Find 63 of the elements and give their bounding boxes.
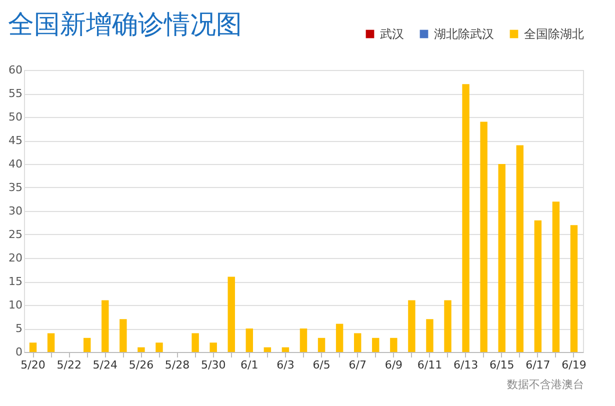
x-tick-label: 6/11 — [417, 358, 442, 372]
y-tick-label: 55 — [8, 87, 22, 100]
bar — [372, 338, 380, 352]
y-tick-label: 25 — [8, 228, 22, 241]
bar — [516, 145, 524, 352]
chart-title: 全国新增确诊情况图 — [8, 10, 242, 40]
x-tick-label: 6/19 — [562, 358, 586, 372]
y-tick-label: 50 — [8, 110, 22, 124]
y-tick-label: 15 — [8, 275, 22, 288]
bar — [282, 347, 290, 352]
y-tick-label: 35 — [8, 181, 22, 194]
bar — [138, 347, 145, 352]
y-tick-label: 20 — [8, 252, 22, 264]
bar — [498, 164, 506, 352]
bar — [29, 342, 37, 352]
x-tick-label: 5/20 — [20, 358, 46, 372]
x-tick-label: 6/13 — [453, 358, 478, 372]
bar — [318, 338, 326, 352]
bar — [264, 347, 272, 352]
x-tick-label: 5/22 — [56, 358, 82, 372]
bar — [228, 276, 235, 352]
bar — [156, 342, 163, 352]
bar — [426, 319, 434, 352]
legend-label: 全国除湖北 — [524, 27, 584, 41]
x-tick-label: 6/1 — [240, 358, 258, 372]
x-tick-label: 5/26 — [128, 358, 154, 372]
bar — [570, 225, 578, 352]
bar — [480, 122, 488, 352]
bar — [120, 319, 127, 352]
y-tick-label: 45 — [8, 134, 22, 147]
y-tick-label: 60 — [8, 64, 22, 76]
bar — [354, 333, 362, 352]
bar — [246, 328, 254, 352]
bar — [336, 324, 344, 352]
x-tick-label: 5/28 — [164, 358, 190, 372]
y-tick-label: 10 — [8, 298, 22, 312]
x-tick-label: 6/15 — [490, 358, 514, 372]
x-tick-label: 5/30 — [200, 358, 226, 372]
x-tick-label: 6/7 — [348, 358, 366, 372]
legend-label: 武汉 — [380, 27, 404, 41]
y-tick-label: 5 — [16, 322, 22, 335]
y-tick-label: 30 — [8, 204, 22, 218]
bar — [408, 300, 416, 352]
bar — [552, 202, 560, 352]
legend-label: 湖北除武汉 — [434, 27, 494, 41]
bar — [192, 333, 199, 352]
text: 数据不含港澳台 — [507, 378, 584, 391]
x-tick-label: 6/3 — [276, 358, 294, 372]
bar — [300, 328, 308, 352]
bar — [444, 300, 452, 352]
bar — [102, 300, 109, 352]
x-tick-label: 6/5 — [312, 358, 330, 372]
x-tick-label: 6/9 — [384, 358, 403, 372]
bar — [390, 338, 398, 352]
bar — [210, 342, 217, 352]
bar — [534, 220, 542, 352]
x-tick-label: 5/24 — [92, 358, 118, 372]
bar — [84, 338, 91, 352]
bar — [462, 84, 470, 352]
bar — [47, 333, 55, 352]
y-tick-label: 0 — [16, 346, 22, 358]
x-tick-label: 6/17 — [526, 358, 550, 372]
y-tick-label: 40 — [8, 158, 22, 170]
